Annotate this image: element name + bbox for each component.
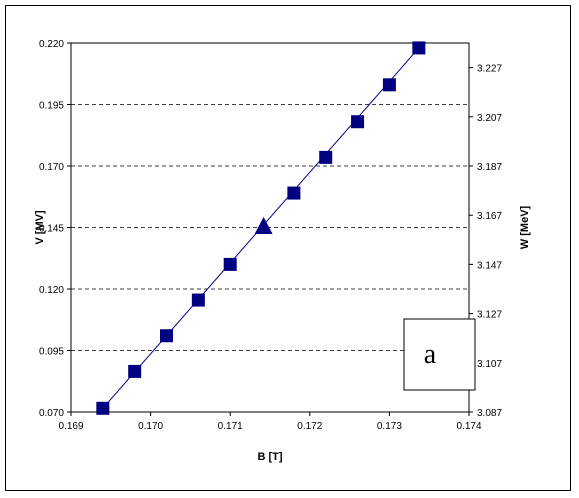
data-point-square: [382, 78, 396, 92]
y2-tick-label: 3.107: [477, 359, 502, 370]
x-tick-label: 0.170: [138, 421, 163, 432]
data-point-square: [223, 257, 237, 271]
y-tick-label: 0.120: [39, 285, 64, 296]
data-point-square: [160, 329, 174, 343]
y-tick-label: 0.170: [39, 162, 64, 173]
panel-label: a: [424, 339, 437, 370]
y2-tick-label: 3.187: [477, 162, 502, 173]
y-axis-label: V [MV]: [34, 210, 46, 245]
x-axis-label: B [T]: [257, 451, 282, 463]
x-tick-label: 0.171: [218, 421, 243, 432]
data-point-square: [351, 115, 365, 129]
y2-axis-label: W [MeV]: [519, 205, 531, 249]
y2-tick-label: 3.207: [477, 113, 502, 124]
data-point-square: [412, 41, 426, 55]
x-tick-label: 0.169: [58, 421, 83, 432]
data-markers: [96, 41, 426, 415]
x-tick-label: 0.172: [297, 421, 322, 432]
gridlines: [71, 42, 469, 351]
panel-label-box: [403, 318, 476, 391]
y2-tick-label: 3.167: [477, 211, 502, 222]
y-tick-label: 0.220: [39, 39, 64, 50]
data-point-square: [287, 186, 301, 200]
x-tick-label: 0.173: [377, 421, 402, 432]
y2-tick-label: 3.227: [477, 64, 502, 75]
y-tick-label: 0.145: [39, 224, 64, 235]
data-point-square: [319, 150, 333, 164]
y-tick-label: 0.095: [39, 347, 64, 358]
x-tick-label: 0.174: [456, 421, 481, 432]
x-axis-ticks: 0.169 0.170 0.171 0.172 0.173 0.174: [58, 412, 482, 432]
data-point-square: [96, 401, 110, 415]
y-axis-ticks: 0.070 0.095 0.120 0.145 0.170 0.195 0.220: [39, 39, 71, 419]
y2-tick-label: 3.127: [477, 310, 502, 321]
data-point-triangle: [254, 216, 273, 234]
data-point-square: [191, 293, 205, 307]
y-tick-label: 0.195: [39, 101, 64, 112]
y-tick-label: 0.070: [39, 408, 64, 419]
y2-tick-label: 3.147: [477, 260, 502, 271]
data-point-square: [128, 364, 142, 378]
y2-tick-label: 3.087: [477, 408, 502, 419]
